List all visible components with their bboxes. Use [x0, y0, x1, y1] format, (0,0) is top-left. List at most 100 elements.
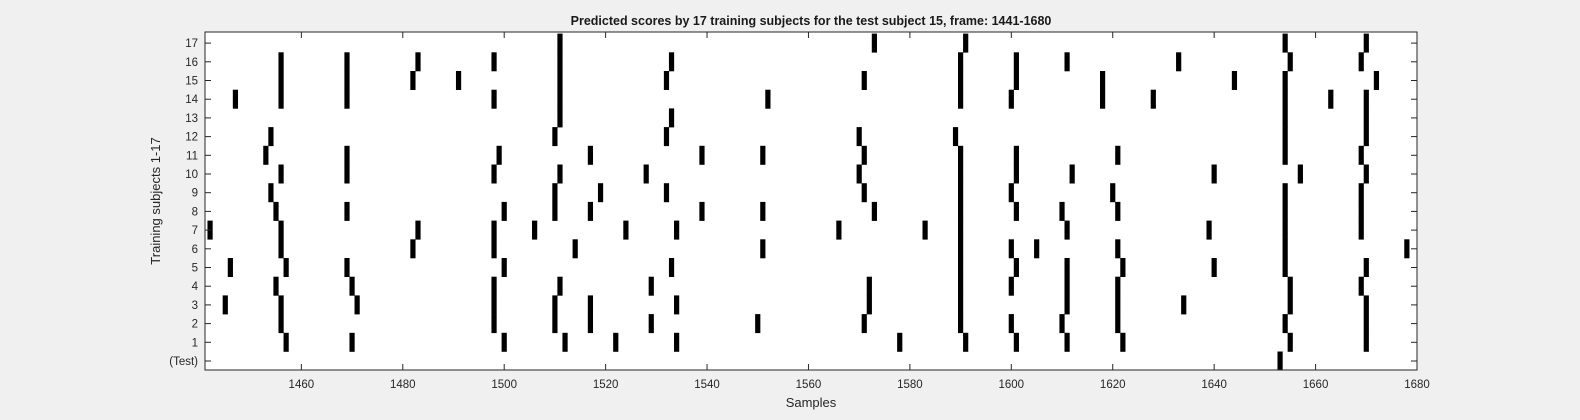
event-bar [623, 220, 629, 240]
event-bar [958, 52, 964, 72]
event-bar [597, 183, 604, 203]
event-bar [1363, 127, 1369, 147]
plot-area [205, 32, 1417, 370]
event-bar [572, 239, 578, 259]
y-tick-label: 13 [185, 113, 198, 125]
event-bar [557, 52, 563, 72]
event-bar [1069, 164, 1075, 184]
x-axis-label: Samples [786, 395, 837, 410]
event-bar [1363, 295, 1369, 315]
event-bar [1150, 89, 1156, 109]
event-bar [278, 314, 284, 334]
event-bar [491, 276, 497, 296]
y-tick-label: 6 [192, 244, 198, 256]
event-bar [1211, 164, 1217, 184]
event-bar [1099, 89, 1106, 109]
event-bar [278, 52, 284, 72]
event-bar [648, 276, 654, 296]
event-bar [1287, 52, 1293, 72]
event-bar [958, 239, 964, 259]
event-bar [1404, 239, 1410, 259]
event-bar [1008, 276, 1014, 296]
x-tick-label: 1540 [694, 379, 720, 391]
event-bar [1287, 332, 1293, 352]
event-bar [1064, 220, 1070, 240]
x-tick-label: 1560 [796, 379, 822, 391]
event-bar [491, 220, 497, 240]
x-tick-label: 1600 [999, 379, 1025, 391]
y-tick-label: 10 [185, 169, 198, 181]
event-bar [674, 332, 680, 352]
event-bar [674, 295, 680, 315]
event-bar [491, 164, 497, 184]
event-bar [866, 295, 872, 315]
event-bar [552, 295, 558, 315]
event-bar [856, 127, 862, 147]
event-bar [1115, 314, 1121, 334]
event-bar [1059, 314, 1065, 334]
event-bar [760, 239, 766, 259]
x-axis-ticks: 1460 1480 1500 1520 1540 1560 1580 1600 1620 1640… [289, 32, 1430, 391]
y-tick-label: 3 [192, 300, 198, 312]
event-bar [273, 276, 279, 296]
event-bar [1358, 220, 1364, 240]
event-bar [1008, 89, 1014, 109]
event-bar [1120, 258, 1126, 277]
event-bar [1282, 220, 1288, 240]
event-bar [415, 52, 421, 72]
event-bar [1363, 108, 1369, 128]
event-bar [663, 127, 670, 147]
event-bar [958, 164, 964, 184]
event-bar [668, 108, 675, 128]
event-bar [958, 258, 964, 277]
event-bar [491, 239, 497, 259]
event-bar [587, 295, 594, 315]
y-tick-label: 2 [192, 319, 198, 331]
event-bar [1373, 71, 1380, 90]
event-bar [1176, 52, 1182, 72]
event-bar [587, 145, 594, 165]
event-bar [663, 71, 670, 90]
event-bar [501, 332, 507, 352]
event-bar [1282, 314, 1288, 334]
event-bar [699, 145, 705, 165]
event-bar [866, 276, 872, 296]
event-bar [491, 89, 497, 109]
x-tick-label: 1640 [1201, 379, 1227, 391]
event-bar [1013, 52, 1019, 72]
x-tick-label: 1480 [390, 379, 416, 391]
event-bar [344, 71, 350, 90]
event-bar [455, 71, 462, 90]
x-tick-label: 1500 [491, 379, 517, 391]
event-bar [1358, 145, 1364, 165]
event-bar [344, 164, 350, 184]
event-bar [1064, 258, 1070, 277]
event-bar [958, 89, 964, 109]
event-bar [587, 201, 594, 221]
event-bar [1363, 89, 1369, 109]
y-tick-label: 15 [185, 76, 198, 88]
event-bar [922, 220, 928, 240]
event-bar [861, 71, 867, 90]
event-bar [1110, 183, 1116, 203]
event-bar [1064, 52, 1070, 72]
event-bar [1008, 239, 1014, 259]
event-bar [958, 295, 964, 315]
event-bar [349, 332, 355, 352]
event-bar [1013, 71, 1019, 90]
event-bar [856, 164, 862, 184]
event-bar [344, 258, 350, 277]
event-bar [557, 71, 563, 90]
event-bar [897, 332, 903, 352]
event-bar [278, 89, 284, 109]
event-bar [1358, 183, 1364, 203]
event-bar [1231, 71, 1238, 90]
event-bar [1282, 127, 1288, 147]
y-tick-label: 8 [192, 206, 198, 218]
event-bar [491, 52, 497, 72]
event-bar [222, 295, 228, 315]
event-bar [1358, 276, 1364, 296]
event-bar [755, 314, 761, 334]
event-bar [1282, 201, 1288, 221]
event-bar [1211, 258, 1217, 277]
